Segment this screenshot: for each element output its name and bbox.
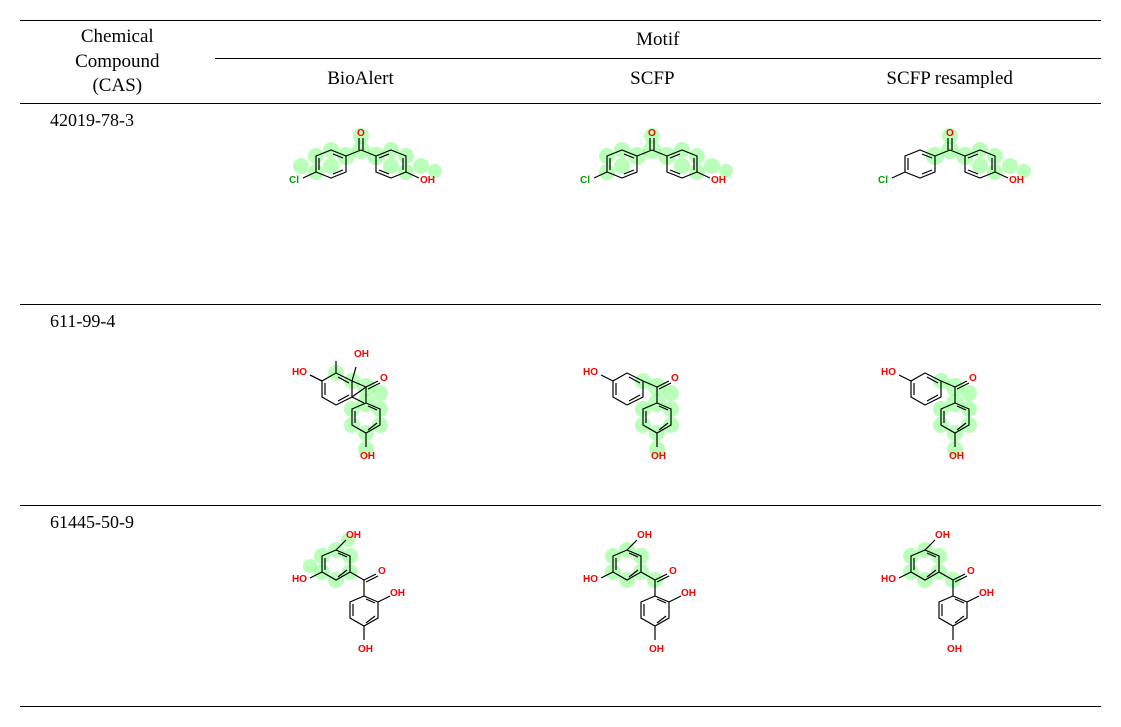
molecule-icon: HO O OH xyxy=(865,309,1035,489)
molecule-cell-scfp-resampled: HO O OH xyxy=(798,305,1101,506)
chemical-compound-table: ChemicalCompound(CAS) Motif BioAlert SCF… xyxy=(20,20,1101,707)
svg-text:OH: OH xyxy=(947,644,962,655)
cas-cell: 611-99-4 xyxy=(20,305,215,506)
molecule-icon: HO OH O OH OH xyxy=(865,510,1035,690)
svg-text:O: O xyxy=(648,128,656,139)
molecule-cell-scfp-resampled: O Cl OH xyxy=(798,104,1101,305)
molecule-cell-scfp: HO O OH xyxy=(506,305,798,506)
svg-text:Cl: Cl xyxy=(289,175,299,186)
svg-text:O: O xyxy=(380,373,388,384)
svg-text:OH: OH xyxy=(420,175,435,186)
molecule-icon: HO OH O OH OH xyxy=(567,510,737,690)
svg-text:Cl: Cl xyxy=(878,175,888,186)
svg-text:OH: OH xyxy=(651,451,666,462)
molecule-cell-bioalert: HO O xyxy=(215,305,507,506)
table-row: 61445-50-9 xyxy=(20,506,1101,707)
svg-text:O: O xyxy=(969,373,977,384)
table-row: 611-99-4 xyxy=(20,305,1101,506)
svg-text:OH: OH xyxy=(354,349,369,360)
svg-text:OH: OH xyxy=(681,588,696,599)
svg-text:O: O xyxy=(669,566,677,577)
svg-text:OH: OH xyxy=(360,451,375,462)
molecule-icon: O Cl OH xyxy=(552,108,752,198)
molecule-icon: HO OH O OH xyxy=(276,510,446,690)
svg-text:HO: HO xyxy=(881,574,896,585)
svg-text:OH: OH xyxy=(711,175,726,186)
molecule-icon: HO O xyxy=(276,309,446,489)
molecule-icon: O Cl OH xyxy=(261,108,461,198)
molecule-icon: HO O OH xyxy=(567,309,737,489)
svg-text:O: O xyxy=(378,566,386,577)
molecule-cell-bioalert: HO OH O OH xyxy=(215,506,507,707)
compound-column-header: ChemicalCompound(CAS) xyxy=(20,21,215,104)
svg-text:Cl: Cl xyxy=(580,175,590,186)
svg-text:HO: HO xyxy=(292,574,307,585)
svg-text:OH: OH xyxy=(979,588,994,599)
molecule-cell-scfp: O Cl OH xyxy=(506,104,798,305)
molecule-icon: O Cl OH xyxy=(850,108,1050,198)
svg-text:HO: HO xyxy=(583,574,598,585)
svg-text:O: O xyxy=(967,566,975,577)
svg-text:O: O xyxy=(946,128,954,139)
svg-text:OH: OH xyxy=(346,530,361,541)
svg-text:OH: OH xyxy=(949,451,964,462)
svg-text:O: O xyxy=(357,128,365,139)
svg-text:HO: HO xyxy=(292,367,307,378)
svg-text:OH: OH xyxy=(1009,175,1024,186)
motif-column-header: Motif xyxy=(215,21,1101,59)
compound-header-label: ChemicalCompound(CAS) xyxy=(75,26,159,96)
svg-text:HO: HO xyxy=(881,367,896,378)
molecule-cell-scfp: HO OH O OH OH xyxy=(506,506,798,707)
svg-text:OH: OH xyxy=(390,588,405,599)
scfp-resampled-header: SCFP resampled xyxy=(798,58,1101,103)
svg-text:OH: OH xyxy=(935,530,950,541)
cas-cell: 61445-50-9 xyxy=(20,506,215,707)
svg-text:OH: OH xyxy=(649,644,664,655)
bioalert-header: BioAlert xyxy=(215,58,507,103)
molecule-cell-bioalert: O Cl OH xyxy=(215,104,507,305)
molecule-cell-scfp-resampled: HO OH O OH OH xyxy=(798,506,1101,707)
svg-text:OH: OH xyxy=(358,644,373,655)
svg-text:HO: HO xyxy=(583,367,598,378)
cas-cell: 42019-78-3 xyxy=(20,104,215,305)
table-row: 42019-78-3 xyxy=(20,104,1101,305)
scfp-header: SCFP xyxy=(506,58,798,103)
svg-text:O: O xyxy=(671,373,679,384)
svg-text:OH: OH xyxy=(637,530,652,541)
